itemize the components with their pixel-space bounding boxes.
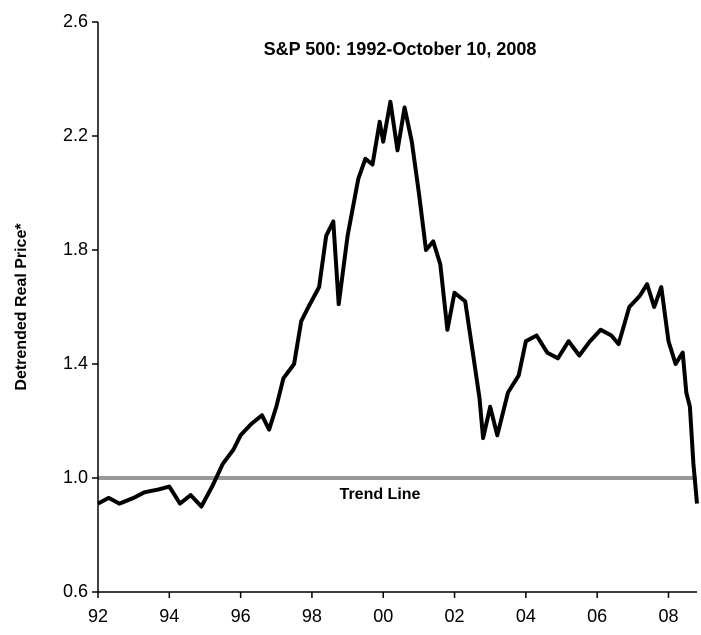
x-tick-label: 92 [88,606,108,626]
y-tick-label: 0.6 [63,581,88,601]
x-tick-label: 04 [516,606,536,626]
x-tick-label: 02 [445,606,465,626]
y-tick-label: 2.6 [63,11,88,31]
chart-title: S&P 500: 1992-October 10, 2008 [264,39,537,59]
y-tick-label: 1.4 [63,353,88,373]
x-tick-label: 00 [373,606,393,626]
x-tick-label: 94 [159,606,179,626]
y-axis-label: Detrended Real Price* [13,223,30,391]
x-tick-label: 98 [302,606,322,626]
y-tick-label: 1.0 [63,467,88,487]
x-tick-label: 08 [658,606,678,626]
y-tick-label: 1.8 [63,239,88,259]
y-tick-label: 2.2 [63,125,88,145]
trend-line-label: Trend Line [340,486,421,503]
x-tick-label: 06 [587,606,607,626]
x-tick-label: 96 [231,606,251,626]
price-line [97,99,699,509]
